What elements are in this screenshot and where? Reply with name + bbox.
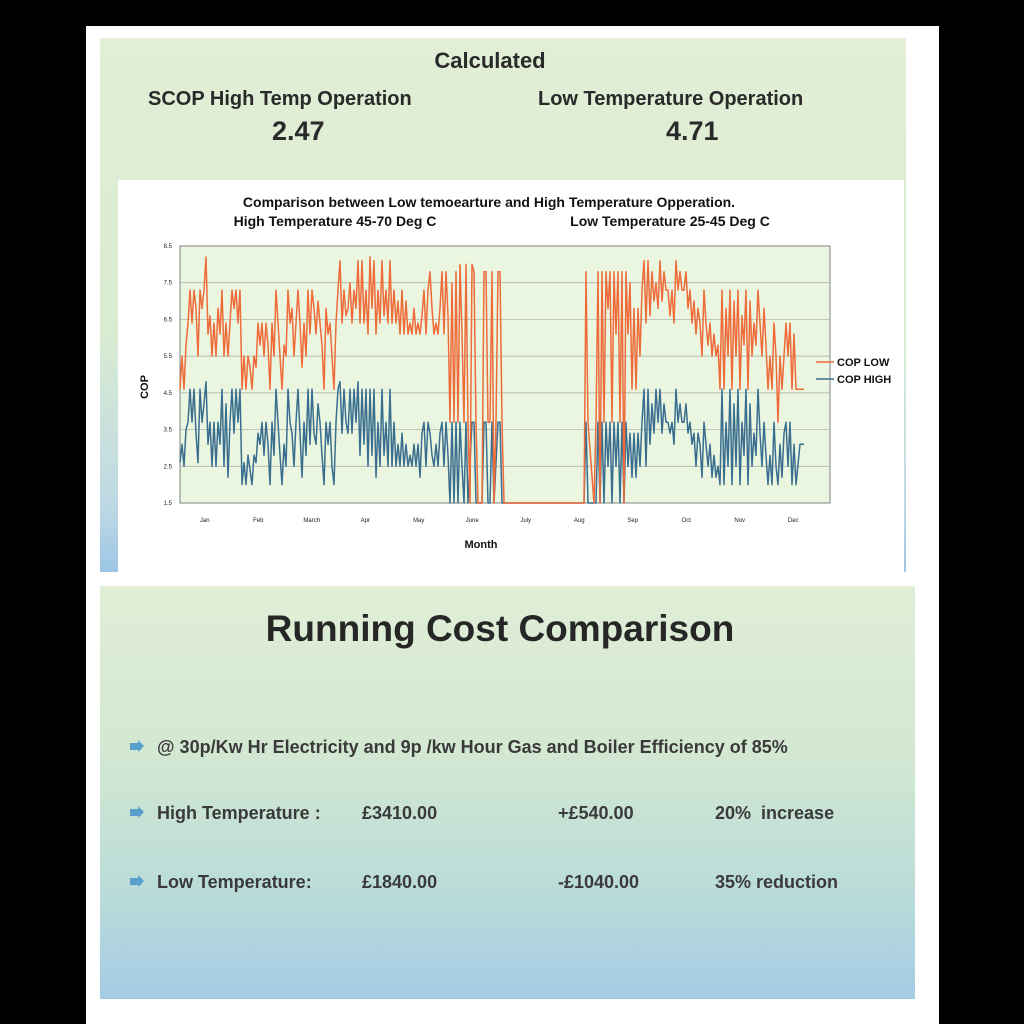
plot-area: 1.5 2.5 3.5 4.5 5.5 6.5 7.5 8.5 Jan Feb March Apr Ma… xyxy=(164,244,831,524)
chart-panel: Comparison between Low temoearture and H… xyxy=(118,180,904,572)
y-tick-label: 8.5 xyxy=(164,244,173,250)
plot-background xyxy=(179,245,831,504)
row-change: 35% reduction xyxy=(715,872,839,892)
x-tick-label: Nov xyxy=(734,518,745,524)
cost-row-high: High Temperature : £3410.00 +£540.00 20%… xyxy=(130,803,890,827)
chart-title-high-range: High Temperature 45-70 Deg C xyxy=(234,213,437,229)
chart-legend: COP LOW COP HIGH xyxy=(816,357,891,386)
row-change: 20% increase xyxy=(715,803,835,823)
cop-chart: Comparison between Low temoearture and H… xyxy=(139,194,891,551)
row-delta: +£540.00 xyxy=(558,803,634,823)
row-cost: £3410.00 xyxy=(362,803,438,823)
x-tick-label: Sep xyxy=(627,518,638,524)
x-tick-label: June xyxy=(466,518,480,524)
legend-cop-high: COP HIGH xyxy=(837,374,891,386)
y-tick-label: 7.5 xyxy=(164,281,173,287)
x-tick-label: Apr xyxy=(361,518,370,524)
x-tick-label: July xyxy=(520,518,531,524)
x-tick-label: May xyxy=(413,518,424,524)
page: Calculated SCOP High Temp Operation 2.47… xyxy=(86,26,939,1024)
assumptions-bullet: @ 30p/Kw Hr Electricity and 9p /kw Hour … xyxy=(130,737,890,761)
y-tick-label: 5.5 xyxy=(164,354,173,360)
scop-low-label: Low Temperature Operation xyxy=(538,88,804,110)
x-tick-label: March xyxy=(303,518,320,524)
x-tick-label: Feb xyxy=(253,518,264,524)
x-tick-label: Oct xyxy=(682,518,692,524)
arrow-bullet-icon xyxy=(130,806,144,818)
assumptions-text: @ 30p/Kw Hr Electricity and 9p /kw Hour … xyxy=(157,737,788,757)
running-cost-title: Running Cost Comparison xyxy=(265,608,735,649)
y-tick-label: 4.5 xyxy=(164,391,173,397)
scop-high-value: 2.47 xyxy=(272,116,325,146)
legend-cop-low: COP LOW xyxy=(837,357,890,369)
y-tick-label: 2.5 xyxy=(164,464,173,470)
y-tick-label: 3.5 xyxy=(164,428,173,434)
x-axis-label: Month xyxy=(465,539,498,551)
chart-title-line1: Comparison between Low temoearture and H… xyxy=(243,194,735,210)
x-tick-label: Dec xyxy=(788,518,799,524)
row-label: High Temperature : xyxy=(157,803,321,823)
scop-slide: Calculated SCOP High Temp Operation 2.47… xyxy=(100,38,906,572)
scop-low-value: 4.71 xyxy=(666,116,719,146)
scop-high-label: SCOP High Temp Operation xyxy=(148,88,412,110)
row-cost: £1840.00 xyxy=(362,872,438,892)
row-delta: -£1040.00 xyxy=(558,872,640,892)
x-tick-label: Jan xyxy=(200,518,210,524)
running-cost-slide: Running Cost Comparison @ 30p/Kw Hr Elec… xyxy=(100,586,915,999)
chart-title-low-range: Low Temperature 25-45 Deg C xyxy=(570,213,770,229)
calculated-heading: Calculated xyxy=(434,48,546,73)
y-tick-label: 6.5 xyxy=(164,317,173,323)
series-line-cop-low xyxy=(179,256,804,504)
y-axis-label: COP xyxy=(139,375,151,399)
cost-row-low: Low Temperature: £1840.00 -£1040.00 35% … xyxy=(130,872,890,896)
series-line-cop-high xyxy=(179,381,804,504)
y-tick-label: 1.5 xyxy=(164,501,173,507)
row-label: Low Temperature: xyxy=(157,872,312,892)
arrow-bullet-icon xyxy=(130,740,144,752)
arrow-bullet-icon xyxy=(130,875,144,887)
x-tick-label: Aug xyxy=(574,518,585,524)
